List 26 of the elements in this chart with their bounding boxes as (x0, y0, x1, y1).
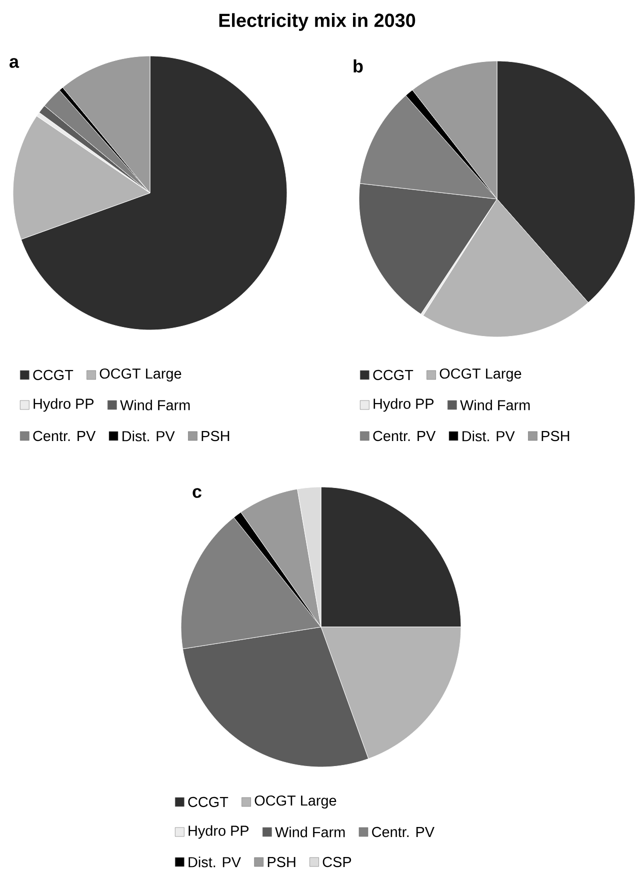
legend-label: Wind Farm (274, 826, 345, 838)
legend-label: OCGT Large (440, 368, 522, 382)
chart-subtitle: a (9, 58, 19, 68)
legend-label: CCGT (373, 370, 413, 380)
legend-label: Dist. PV (122, 430, 175, 442)
legend-label: OCGT Large (100, 368, 182, 382)
legend-label: Hydro PP (188, 825, 248, 839)
legend-label: Centr. PV (33, 430, 96, 442)
legend-label: Hydro PP (374, 398, 434, 412)
legend-label: PSH (268, 856, 296, 868)
legend-label: Centr. PV (372, 826, 434, 838)
chart-title: b (354, 59, 363, 73)
legend-label: OCGT Large (254, 795, 336, 809)
legend-label: PSH (202, 430, 229, 442)
legend-label: Hydro PP (34, 398, 94, 412)
legend-label: Wind Farm (120, 400, 190, 410)
legend-label: Dist. PV (188, 856, 241, 868)
chart-title: Electricity mix in 2030 (219, 13, 415, 31)
legend-label: CCGT (188, 796, 228, 808)
legend-label: PSH (542, 430, 569, 442)
legend-label: Wind Farm (460, 400, 530, 410)
legend-label: CCGT (33, 370, 73, 380)
chart-title: c (192, 488, 202, 498)
legend-label: Centr. PV (373, 430, 436, 442)
legend-label: CSP (322, 856, 351, 868)
legend-label: Dist. PV (462, 430, 515, 442)
